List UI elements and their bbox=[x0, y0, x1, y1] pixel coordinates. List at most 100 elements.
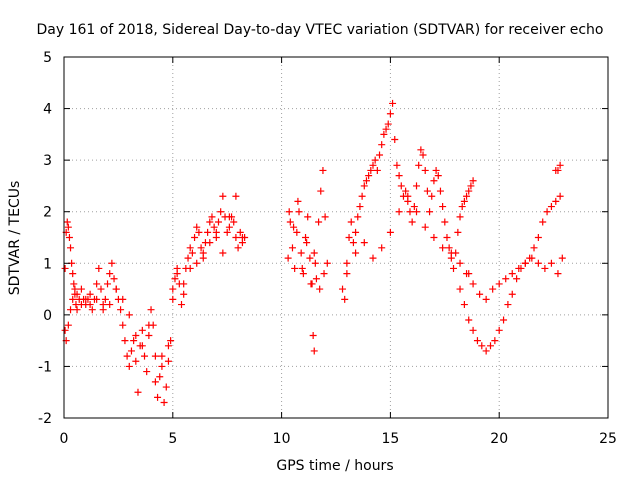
data-point bbox=[225, 213, 233, 221]
data-point bbox=[125, 362, 133, 370]
data-point bbox=[104, 280, 112, 288]
chart-title: Day 161 of 2018, Sidereal Day-to-day VTE… bbox=[37, 22, 604, 38]
data-point bbox=[310, 347, 318, 355]
y-tick-label: -2 bbox=[38, 411, 52, 427]
data-point bbox=[73, 290, 81, 298]
data-point bbox=[145, 331, 153, 339]
data-point bbox=[199, 249, 207, 257]
data-point bbox=[290, 223, 298, 231]
data-point bbox=[127, 347, 135, 355]
x-tick-label: 5 bbox=[168, 431, 177, 447]
data-point bbox=[130, 337, 138, 345]
data-point bbox=[134, 388, 142, 396]
data-point bbox=[86, 290, 94, 298]
data-point bbox=[386, 228, 394, 236]
data-point bbox=[521, 259, 529, 267]
data-point bbox=[112, 285, 120, 293]
data-point bbox=[404, 192, 412, 200]
data-point bbox=[298, 264, 306, 272]
data-point bbox=[528, 254, 536, 262]
data-point bbox=[206, 218, 214, 226]
data-point bbox=[439, 203, 447, 211]
data-point bbox=[132, 331, 140, 339]
data-point bbox=[82, 295, 90, 303]
data-point bbox=[349, 239, 357, 247]
data-point bbox=[356, 203, 364, 211]
data-point bbox=[378, 244, 386, 252]
data-point bbox=[97, 285, 105, 293]
data-point bbox=[441, 218, 449, 226]
data-point bbox=[489, 285, 497, 293]
data-point bbox=[88, 306, 96, 314]
data-point bbox=[391, 136, 399, 144]
data-point bbox=[408, 218, 416, 226]
data-point bbox=[141, 352, 149, 360]
data-point bbox=[64, 321, 72, 329]
data-point bbox=[169, 285, 177, 293]
data-point bbox=[447, 249, 455, 257]
data-point bbox=[156, 373, 164, 381]
data-point bbox=[119, 321, 127, 329]
data-point bbox=[67, 306, 75, 314]
data-point bbox=[534, 234, 542, 241]
data-point bbox=[491, 337, 499, 345]
data-point bbox=[195, 228, 203, 236]
data-point bbox=[180, 290, 188, 298]
data-point bbox=[158, 362, 166, 370]
data-point bbox=[554, 166, 562, 174]
data-point bbox=[554, 270, 562, 278]
y-tick-label: 3 bbox=[43, 153, 52, 169]
data-point bbox=[376, 151, 384, 159]
data-point bbox=[167, 337, 175, 345]
data-point bbox=[410, 203, 418, 211]
data-point bbox=[63, 218, 71, 226]
data-point bbox=[93, 295, 101, 303]
data-point bbox=[365, 172, 373, 180]
data-point bbox=[434, 172, 442, 180]
data-point bbox=[234, 244, 242, 252]
x-tick-label: 10 bbox=[273, 431, 291, 447]
y-tick-label: 5 bbox=[43, 50, 52, 66]
data-point bbox=[173, 270, 181, 278]
data-point bbox=[147, 306, 155, 314]
data-point bbox=[482, 295, 490, 303]
data-point bbox=[212, 228, 220, 236]
data-point bbox=[458, 203, 466, 211]
data-point bbox=[286, 218, 294, 226]
data-point bbox=[312, 275, 320, 283]
data-point bbox=[369, 161, 377, 169]
data-point bbox=[230, 218, 238, 226]
data-point bbox=[204, 228, 212, 236]
data-point bbox=[352, 228, 360, 236]
data-point bbox=[316, 285, 324, 293]
data-point bbox=[345, 234, 353, 241]
data-point bbox=[421, 223, 429, 231]
data-point bbox=[101, 295, 109, 303]
data-point bbox=[476, 290, 484, 298]
data-point bbox=[341, 295, 349, 303]
data-point bbox=[556, 192, 564, 200]
data-point bbox=[382, 125, 390, 133]
data-point bbox=[232, 234, 240, 241]
data-point bbox=[460, 197, 468, 205]
data-point bbox=[445, 244, 453, 252]
data-point bbox=[354, 213, 362, 221]
data-point bbox=[465, 187, 473, 195]
data-point bbox=[303, 239, 311, 247]
data-point bbox=[67, 244, 75, 252]
data-point bbox=[186, 264, 194, 272]
data-point bbox=[415, 161, 423, 169]
data-point bbox=[197, 244, 205, 252]
data-point bbox=[70, 280, 78, 288]
data-point bbox=[225, 223, 233, 231]
data-point bbox=[288, 244, 296, 252]
data-point bbox=[552, 197, 560, 205]
data-point bbox=[193, 259, 201, 267]
data-point bbox=[430, 177, 438, 185]
data-point bbox=[393, 161, 401, 169]
data-point bbox=[219, 249, 227, 257]
data-point bbox=[108, 259, 116, 267]
data-point bbox=[389, 99, 397, 107]
